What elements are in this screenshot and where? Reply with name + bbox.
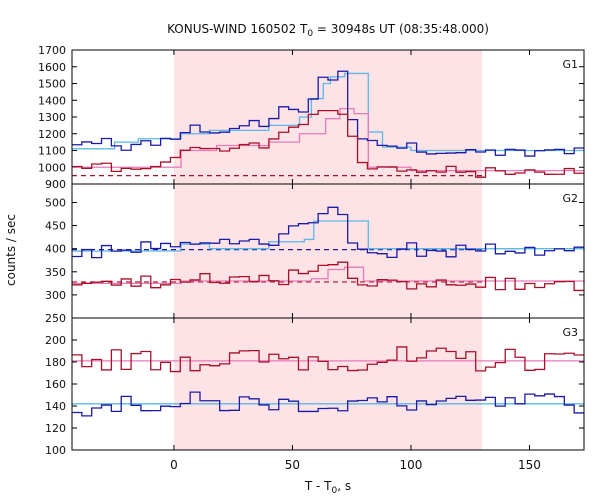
data-histogram: [72, 206, 584, 259]
x-axis-label: T - T0, s: [304, 479, 351, 496]
panel-g1: 900 1000 1100 1200 1300 1400 1500 1600 1700 G1: [38, 44, 585, 191]
panel-label: G2: [562, 192, 578, 205]
y-axis-label: counts / sec: [4, 214, 18, 286]
chart-title-rest: = 30948s UT (08:35:48.000): [313, 22, 489, 36]
x-tick-label: 100: [400, 458, 423, 472]
panels-layer: 90010001100120013001400150016001700G1250…: [38, 44, 585, 472]
x-axis-label-rest: , s: [337, 479, 351, 493]
y-tick-label: 1500: [38, 78, 66, 91]
data-histogram: [72, 261, 584, 292]
y-tick-label: 300: [45, 289, 66, 302]
y-tick-label: 1300: [38, 111, 66, 124]
data-histogram: [72, 346, 584, 373]
fit-curve: [72, 72, 584, 152]
y-tick-label: 450: [45, 220, 66, 233]
y-tick-label: 140: [45, 400, 66, 413]
y-tick-label: 400: [45, 243, 66, 256]
x-axis-label-sub: 0: [332, 486, 338, 496]
panel-frame: [71, 317, 585, 451]
y-tick-label: 250: [45, 312, 66, 325]
x-axis-label-main: T - T: [304, 479, 332, 493]
chart-title: KONUS-WIND 160502 T0 = 30948s UT (08:35:…: [167, 22, 489, 39]
chart-title-sub: 0: [307, 29, 313, 39]
fit-curve: [72, 107, 584, 172]
labels-layer: KONUS-WIND 160502 T0 = 30948s UT (08:35:…: [4, 22, 489, 496]
panel-g3: 100 120 140 160 180 200 G3: [45, 317, 585, 457]
panel-label: G3: [562, 326, 578, 339]
panel-g2: 250 300 350 400 450 500 G2: [45, 183, 585, 325]
panel-label: G1: [562, 58, 578, 71]
y-tick-label: 160: [45, 378, 66, 391]
y-tick-label: 500: [45, 196, 66, 209]
y-tick-label: 1400: [38, 94, 66, 107]
y-tick-label: 200: [45, 334, 66, 347]
data-histogram: [72, 70, 584, 157]
y-tick-label: 900: [45, 178, 66, 191]
y-tick-label: 1200: [38, 128, 66, 141]
y-tick-label: 1100: [38, 145, 66, 158]
x-tick-label: 150: [518, 458, 541, 472]
fit-curve: [72, 266, 585, 284]
y-tick-label: 120: [45, 422, 66, 435]
y-tick-label: 1000: [38, 161, 66, 174]
data-histogram: [72, 109, 584, 178]
y-tick-label: 1700: [38, 44, 66, 57]
y-tick-label: 350: [45, 266, 66, 279]
y-tick-label: 180: [45, 356, 66, 369]
y-tick-label: 1600: [38, 61, 66, 74]
y-tick-label: 100: [45, 444, 66, 457]
x-tick-label: 0: [170, 458, 178, 472]
data-histogram: [72, 391, 584, 417]
x-tick-label: 50: [285, 458, 300, 472]
chart-title-main: KONUS-WIND 160502 T: [167, 22, 308, 36]
